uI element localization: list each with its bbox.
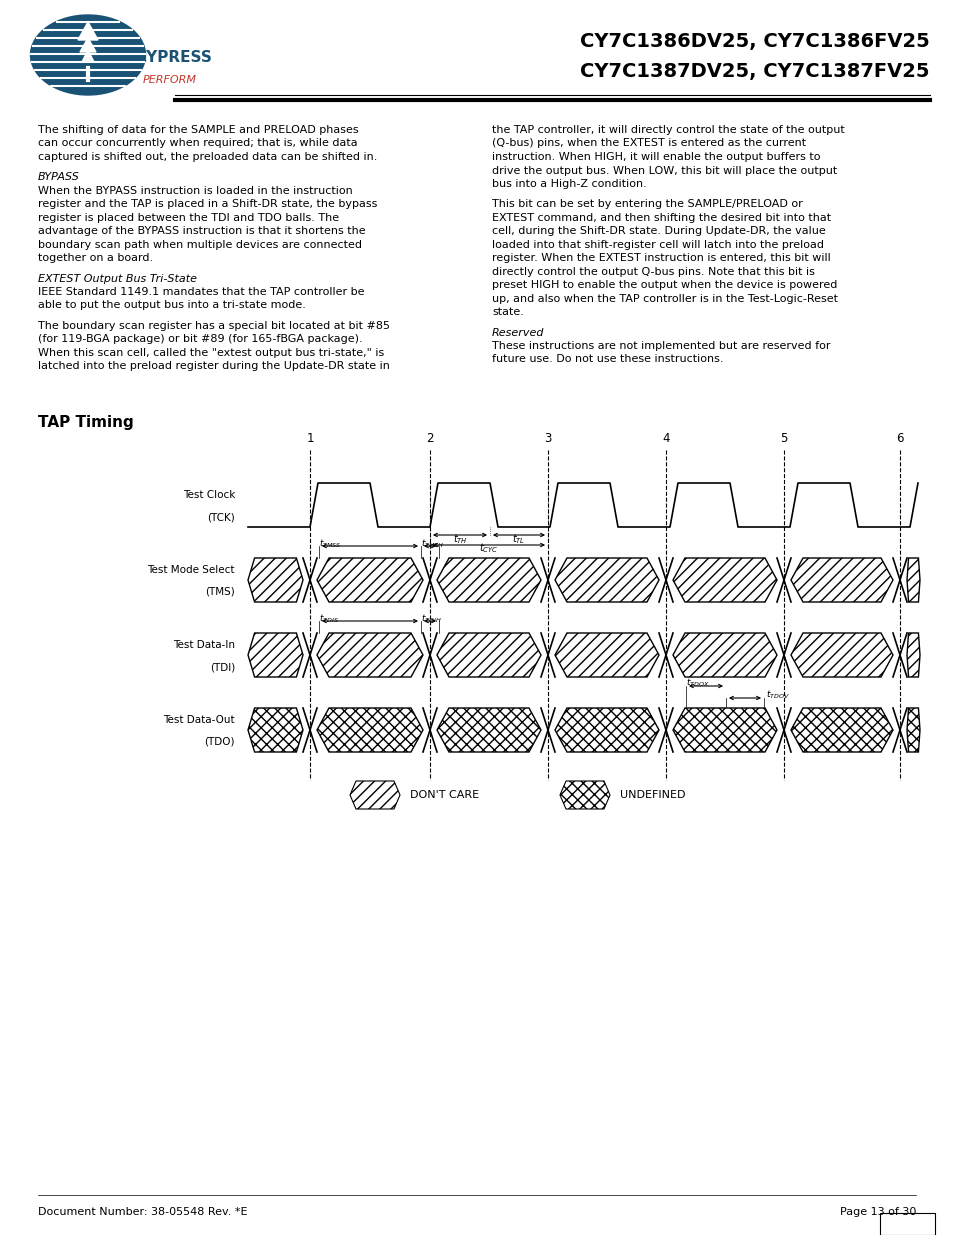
Text: CY7C1386DV25, CY7C1386FV25: CY7C1386DV25, CY7C1386FV25 xyxy=(579,32,929,52)
Text: Test Clock: Test Clock xyxy=(182,490,234,500)
Text: boundary scan path when multiple devices are connected: boundary scan path when multiple devices… xyxy=(38,240,361,249)
Text: bus into a High-Z condition.: bus into a High-Z condition. xyxy=(492,179,646,189)
Text: 3: 3 xyxy=(544,432,551,445)
Text: instruction. When HIGH, it will enable the output buffers to: instruction. When HIGH, it will enable t… xyxy=(492,152,820,162)
Polygon shape xyxy=(555,558,659,601)
Text: (TDO): (TDO) xyxy=(204,737,234,747)
Text: CYPRESS: CYPRESS xyxy=(135,51,212,65)
Polygon shape xyxy=(672,708,776,752)
Text: Page 13 of 30: Page 13 of 30 xyxy=(839,1207,915,1216)
Text: The shifting of data for the SAMPLE and PRELOAD phases: The shifting of data for the SAMPLE and … xyxy=(38,125,358,135)
Text: cell, during the Shift-DR state. During Update-DR, the value: cell, during the Shift-DR state. During … xyxy=(492,226,825,236)
Text: future use. Do not use these instructions.: future use. Do not use these instruction… xyxy=(492,354,722,364)
Polygon shape xyxy=(555,634,659,677)
Text: IEEE Standard 1149.1 mandates that the TAP controller be: IEEE Standard 1149.1 mandates that the T… xyxy=(38,287,364,296)
Text: 5: 5 xyxy=(780,432,787,445)
Text: This bit can be set by entering the SAMPLE/PRELOAD or: This bit can be set by entering the SAMP… xyxy=(492,199,801,209)
Text: $t_{TDIS}$: $t_{TDIS}$ xyxy=(318,613,338,625)
Text: PERFORM: PERFORM xyxy=(143,75,196,85)
Polygon shape xyxy=(436,634,540,677)
Polygon shape xyxy=(672,634,776,677)
Polygon shape xyxy=(906,558,919,601)
Polygon shape xyxy=(248,708,303,752)
Polygon shape xyxy=(316,558,422,601)
Text: up, and also when the TAP controller is in the Test-Logic-Reset: up, and also when the TAP controller is … xyxy=(492,294,837,304)
Ellipse shape xyxy=(30,15,146,95)
Polygon shape xyxy=(436,558,540,601)
Text: $t_{TL}$: $t_{TL}$ xyxy=(512,532,525,546)
Text: preset HIGH to enable the output when the device is powered: preset HIGH to enable the output when th… xyxy=(492,280,837,290)
Text: CY7C1387DV25, CY7C1387FV25: CY7C1387DV25, CY7C1387FV25 xyxy=(579,63,929,82)
Polygon shape xyxy=(790,708,892,752)
Text: Test Data-Out: Test Data-Out xyxy=(163,715,234,725)
Text: (for 119-BGA package) or bit #89 (for 165-fBGA package).: (for 119-BGA package) or bit #89 (for 16… xyxy=(38,335,362,345)
Text: register and the TAP is placed in a Shift-DR state, the bypass: register and the TAP is placed in a Shif… xyxy=(38,199,377,209)
Polygon shape xyxy=(906,708,919,752)
Text: able to put the output bus into a tri-state mode.: able to put the output bus into a tri-st… xyxy=(38,300,306,310)
Text: When the BYPASS instruction is loaded in the instruction: When the BYPASS instruction is loaded in… xyxy=(38,185,353,196)
Text: $t_{CYC}$: $t_{CYC}$ xyxy=(478,541,498,555)
Polygon shape xyxy=(672,558,776,601)
Bar xyxy=(879,1213,934,1235)
Text: DON'T CARE: DON'T CARE xyxy=(410,790,478,800)
Text: advantage of the BYPASS instruction is that it shortens the: advantage of the BYPASS instruction is t… xyxy=(38,226,365,236)
Text: The boundary scan register has a special bit located at bit #85: The boundary scan register has a special… xyxy=(38,321,390,331)
Text: (TDI): (TDI) xyxy=(210,662,234,672)
Text: (TMS): (TMS) xyxy=(205,587,234,597)
Text: BYPASS: BYPASS xyxy=(38,172,80,183)
Text: $t_{TH}$: $t_{TH}$ xyxy=(452,532,467,546)
Text: (TCK): (TCK) xyxy=(207,513,234,522)
Text: UNDEFINED: UNDEFINED xyxy=(619,790,685,800)
Text: can occur concurrently when required; that is, while data: can occur concurrently when required; th… xyxy=(38,138,357,148)
Text: TAP Timing: TAP Timing xyxy=(38,415,133,430)
Text: $t_{TDOX}$: $t_{TDOX}$ xyxy=(685,677,709,689)
Text: register is placed between the TDI and TDO balls. The: register is placed between the TDI and T… xyxy=(38,212,338,222)
Text: drive the output bus. When LOW, this bit will place the output: drive the output bus. When LOW, this bit… xyxy=(492,165,837,175)
Text: the TAP controller, it will directly control the state of the output: the TAP controller, it will directly con… xyxy=(492,125,843,135)
Text: $t_{TDOV}$: $t_{TDOV}$ xyxy=(765,688,789,701)
Text: EXTEST Output Bus Tri-State: EXTEST Output Bus Tri-State xyxy=(38,273,196,284)
Text: When this scan cell, called the "extest output bus tri-state," is: When this scan cell, called the "extest … xyxy=(38,348,384,358)
Polygon shape xyxy=(316,634,422,677)
Text: directly control the output Q-bus pins. Note that this bit is: directly control the output Q-bus pins. … xyxy=(492,267,814,277)
Polygon shape xyxy=(906,634,919,677)
Polygon shape xyxy=(790,558,892,601)
Text: Reserved: Reserved xyxy=(492,327,544,337)
Text: Test Mode Select: Test Mode Select xyxy=(148,564,234,576)
Text: 1: 1 xyxy=(306,432,314,445)
Text: state.: state. xyxy=(492,308,523,317)
Polygon shape xyxy=(316,708,422,752)
Text: together on a board.: together on a board. xyxy=(38,253,153,263)
Polygon shape xyxy=(80,38,96,52)
Polygon shape xyxy=(555,708,659,752)
Polygon shape xyxy=(248,558,303,601)
Text: (Q-bus) pins, when the EXTEST is entered as the current: (Q-bus) pins, when the EXTEST is entered… xyxy=(492,138,805,148)
Polygon shape xyxy=(790,634,892,677)
Text: latched into the preload register during the Update-DR state in: latched into the preload register during… xyxy=(38,362,390,372)
Text: EXTEST command, and then shifting the desired bit into that: EXTEST command, and then shifting the de… xyxy=(492,212,830,222)
Text: These instructions are not implemented but are reserved for: These instructions are not implemented b… xyxy=(492,341,830,351)
Text: Test Data-In: Test Data-In xyxy=(172,640,234,650)
Polygon shape xyxy=(82,49,94,62)
Polygon shape xyxy=(350,781,399,809)
Polygon shape xyxy=(559,781,609,809)
Text: 2: 2 xyxy=(426,432,434,445)
Text: register. When the EXTEST instruction is entered, this bit will: register. When the EXTEST instruction is… xyxy=(492,253,830,263)
Text: loaded into that shift-register cell will latch into the preload: loaded into that shift-register cell wil… xyxy=(492,240,823,249)
Text: $t_{TDIH}$: $t_{TDIH}$ xyxy=(420,613,441,625)
Text: $t_{TMSS}$: $t_{TMSS}$ xyxy=(318,537,341,550)
Text: 4: 4 xyxy=(661,432,669,445)
Text: $t_{TMSH}$: $t_{TMSH}$ xyxy=(420,537,444,550)
Polygon shape xyxy=(436,708,540,752)
Text: captured is shifted out, the preloaded data can be shifted in.: captured is shifted out, the preloaded d… xyxy=(38,152,377,162)
Text: 6: 6 xyxy=(895,432,902,445)
Polygon shape xyxy=(78,22,98,40)
Text: Document Number: 38-05548 Rev. *E: Document Number: 38-05548 Rev. *E xyxy=(38,1207,247,1216)
Polygon shape xyxy=(248,634,303,677)
